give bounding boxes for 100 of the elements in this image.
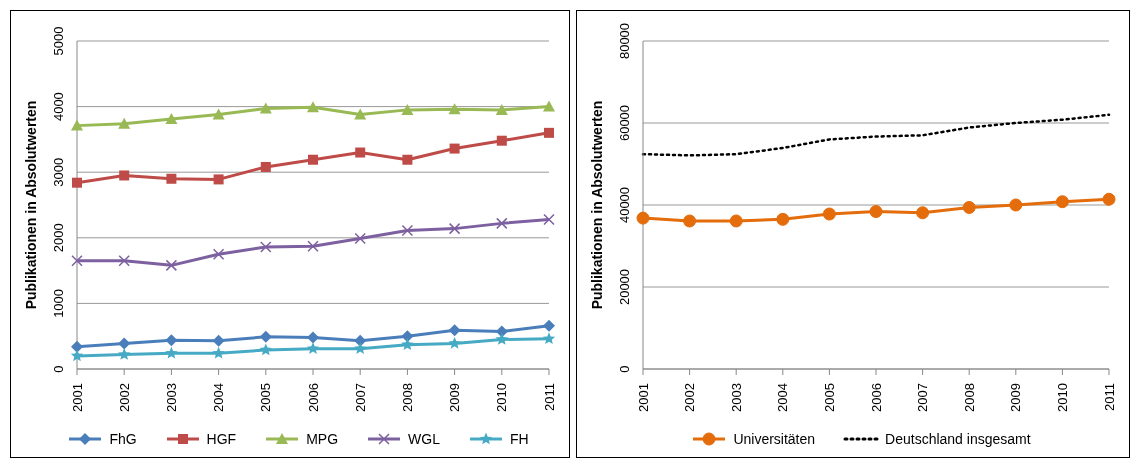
point xyxy=(260,241,272,253)
point xyxy=(165,113,178,125)
point xyxy=(542,332,556,345)
line-series xyxy=(641,113,1111,157)
point xyxy=(119,170,130,181)
point xyxy=(448,103,461,115)
point xyxy=(307,101,319,113)
point xyxy=(71,255,83,267)
x-tick-label: 2004 xyxy=(211,383,227,412)
point xyxy=(165,346,178,359)
point xyxy=(729,214,743,228)
point xyxy=(544,127,554,138)
point xyxy=(683,214,697,228)
point xyxy=(165,259,178,272)
point xyxy=(212,108,225,120)
x-tick-label: 2001 xyxy=(635,383,651,412)
point xyxy=(496,135,507,146)
y-tick-label: 60000 xyxy=(617,104,632,142)
point xyxy=(212,248,225,260)
point xyxy=(448,336,461,349)
y-axis-title: Publikationen in Absolutwerten xyxy=(588,100,605,310)
point xyxy=(822,207,836,221)
legend-label: Deutschland insgesamt xyxy=(885,431,1031,447)
x-tick-label: 2003 xyxy=(728,383,744,412)
point xyxy=(354,232,366,245)
point xyxy=(259,330,272,343)
point xyxy=(166,173,177,184)
y-tick-label: 0 xyxy=(617,365,632,373)
point xyxy=(401,330,414,343)
x-tick-label: 2010 xyxy=(494,383,510,412)
point xyxy=(402,154,413,165)
x-tick-label: 2002 xyxy=(682,383,698,412)
point xyxy=(118,337,131,350)
point xyxy=(1102,192,1116,206)
point xyxy=(212,334,225,347)
point xyxy=(543,319,555,332)
point xyxy=(495,332,508,345)
point xyxy=(1009,198,1023,212)
point xyxy=(916,206,930,220)
x-tick-label: 2009 xyxy=(1008,383,1024,412)
point xyxy=(496,217,508,230)
legend-label: FhG xyxy=(109,431,137,447)
point xyxy=(213,174,224,185)
y-tick-label: 1000 xyxy=(51,288,66,318)
point xyxy=(259,343,272,356)
legend-label: Universitäten xyxy=(733,431,816,447)
legend-label: HGF xyxy=(206,431,237,447)
point xyxy=(71,119,83,131)
x-tick-label: 2005 xyxy=(821,383,837,412)
legend-label: FH xyxy=(509,431,529,447)
y-tick-label: 20000 xyxy=(617,268,632,306)
y-tick-label: 2000 xyxy=(51,223,66,253)
x-tick-label: 2001 xyxy=(69,383,85,412)
point xyxy=(71,340,83,353)
point xyxy=(869,205,883,219)
y-tick-label: 0 xyxy=(51,365,66,373)
point xyxy=(118,117,131,129)
point xyxy=(354,108,367,120)
point xyxy=(118,348,131,360)
x-tick-label: 2011 xyxy=(541,383,557,411)
point xyxy=(306,342,320,354)
point xyxy=(355,147,366,158)
x-tick-label: 2008 xyxy=(399,383,415,412)
y-axis-title: Publikationen in Absolutwerten xyxy=(22,100,39,310)
point xyxy=(448,324,461,337)
x-tick-label: 2004 xyxy=(775,383,791,412)
point xyxy=(401,338,414,350)
x-tick-label: 2006 xyxy=(305,383,321,412)
y-tick-label: 80000 xyxy=(617,22,632,60)
x-tick-label: 2010 xyxy=(1054,383,1070,412)
legend-label: MPG xyxy=(306,431,339,447)
point xyxy=(118,255,130,267)
point xyxy=(260,161,271,172)
point xyxy=(401,224,414,237)
point xyxy=(495,103,508,115)
x-tick-label: 2003 xyxy=(163,383,179,412)
point xyxy=(448,222,461,235)
point xyxy=(776,212,790,226)
y-tick-label: 5000 xyxy=(51,26,66,56)
y-tick-label: 3000 xyxy=(51,157,66,187)
point xyxy=(543,213,555,226)
point xyxy=(354,342,367,354)
y-tick-label: 4000 xyxy=(51,92,66,122)
point xyxy=(636,211,650,225)
point xyxy=(401,103,414,115)
legend-label: WGL xyxy=(408,431,440,447)
point xyxy=(543,100,555,112)
x-tick-label: 2005 xyxy=(258,383,274,412)
point xyxy=(962,200,976,214)
x-tick-label: 2009 xyxy=(447,383,463,412)
x-tick-label: 2002 xyxy=(116,383,132,412)
point xyxy=(72,177,82,188)
point xyxy=(495,325,508,338)
x-tick-label: 2007 xyxy=(352,383,368,412)
point xyxy=(307,240,319,253)
x-tick-label: 2011 xyxy=(1101,383,1117,411)
y-tick-label: 40000 xyxy=(617,186,632,224)
point xyxy=(354,334,367,347)
x-tick-label: 2008 xyxy=(961,383,977,412)
point xyxy=(212,346,225,359)
